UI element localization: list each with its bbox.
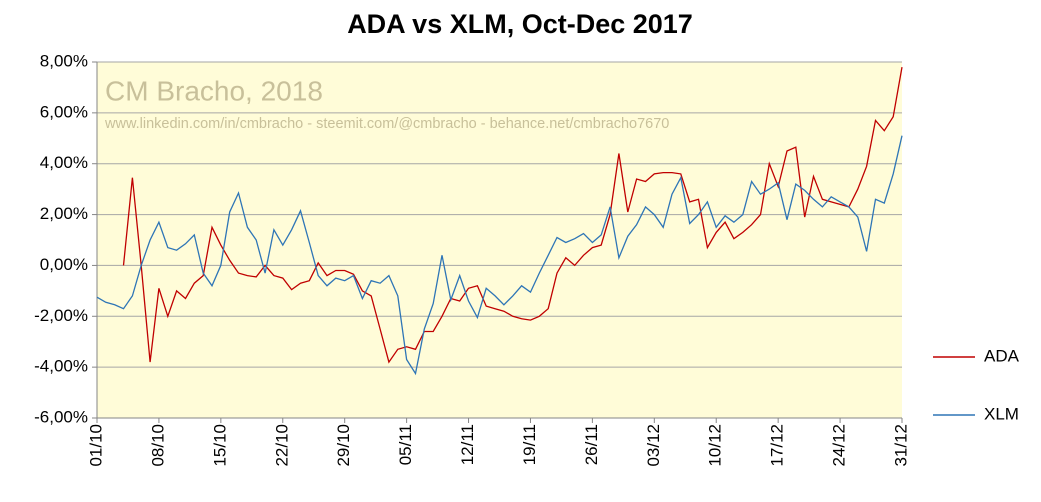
plot-area bbox=[97, 62, 902, 418]
data-line bbox=[122, 66, 903, 364]
legend-label: XLM bbox=[984, 404, 1019, 423]
y-tick-label: -6,00% bbox=[34, 407, 88, 426]
x-tick-label: 31/12 bbox=[891, 424, 910, 467]
y-tick-label: 8,00% bbox=[40, 51, 88, 70]
x-tick-label: 08/10 bbox=[148, 424, 167, 467]
x-tick-label: 03/12 bbox=[644, 424, 663, 467]
x-tick-label: 26/11 bbox=[582, 424, 601, 465]
x-tick-label: 01/10 bbox=[86, 424, 105, 467]
legend-label: ADA bbox=[984, 346, 1020, 365]
y-tick-label: 2,00% bbox=[40, 204, 88, 223]
x-tick-label: 15/10 bbox=[210, 424, 229, 467]
x-tick-label: 24/12 bbox=[830, 424, 849, 467]
y-tick-label: 4,00% bbox=[40, 153, 88, 172]
y-tick-label: -2,00% bbox=[34, 306, 88, 325]
x-tick-label: 10/12 bbox=[706, 424, 725, 467]
data-line bbox=[96, 135, 903, 376]
y-tick-label: 6,00% bbox=[40, 102, 88, 121]
x-tick-label: 05/11 bbox=[396, 424, 415, 465]
x-tick-label: 29/10 bbox=[334, 424, 353, 467]
x-tick-label: 12/11 bbox=[458, 424, 477, 465]
y-tick-label: -4,00% bbox=[34, 357, 88, 376]
watermark: CM Bracho, 2018 bbox=[105, 75, 323, 106]
x-tick-label: 17/12 bbox=[768, 424, 787, 467]
watermark-links: www.linkedin.com/in/cmbracho - steemit.c… bbox=[104, 116, 669, 132]
x-tick-label: 22/10 bbox=[272, 424, 291, 467]
y-tick-label: 0,00% bbox=[40, 255, 88, 274]
chart-title: ADA vs XLM, Oct-Dec 2017 bbox=[347, 9, 693, 39]
x-tick-label: 19/11 bbox=[520, 424, 539, 465]
